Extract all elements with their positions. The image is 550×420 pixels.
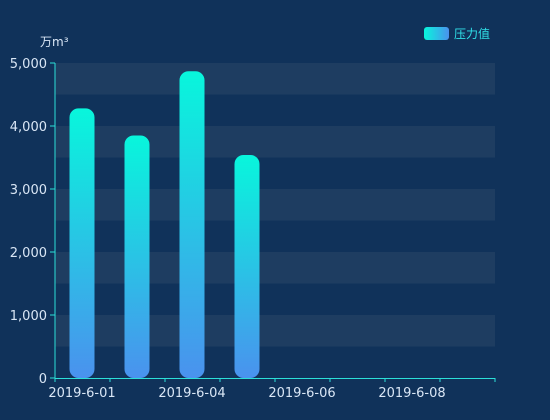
legend[interactable]: 压力值 [424, 26, 490, 41]
y-tick-label: 2,000 [10, 246, 47, 261]
y-axis-ticks: 0 1,000 2,000 3,000 4,000 5,000 [10, 57, 55, 387]
grid-band [55, 63, 495, 95]
grid-band [55, 189, 495, 221]
bar[interactable] [69, 108, 95, 379]
x-axis-ticks: 2019-6-01 2019-6-04 2019-6-06 2019-6-08 [48, 378, 496, 401]
x-tick-label: 2019-6-04 [158, 386, 225, 401]
y-tick-label: 3,000 [10, 183, 47, 198]
grid-band [55, 315, 495, 347]
grid-band [55, 252, 495, 284]
x-tick-label: 2019-6-08 [378, 386, 445, 401]
x-tick-label: 2019-6-01 [48, 386, 115, 401]
legend-label: 压力值 [454, 26, 490, 41]
legend-swatch [424, 27, 449, 40]
bar[interactable] [124, 135, 150, 378]
y-tick-label: 0 [39, 372, 47, 387]
y-tick-label: 4,000 [10, 120, 47, 135]
bar[interactable] [179, 71, 205, 378]
bars [69, 71, 260, 379]
y-tick-label: 5,000 [10, 57, 47, 72]
y-tick-label: 1,000 [10, 309, 47, 324]
x-tick-label: 2019-6-06 [268, 386, 335, 401]
grid-bands [55, 63, 495, 347]
y-axis-unit: 万m³ [40, 35, 69, 49]
bar[interactable] [234, 154, 260, 378]
grid-band [55, 126, 495, 158]
